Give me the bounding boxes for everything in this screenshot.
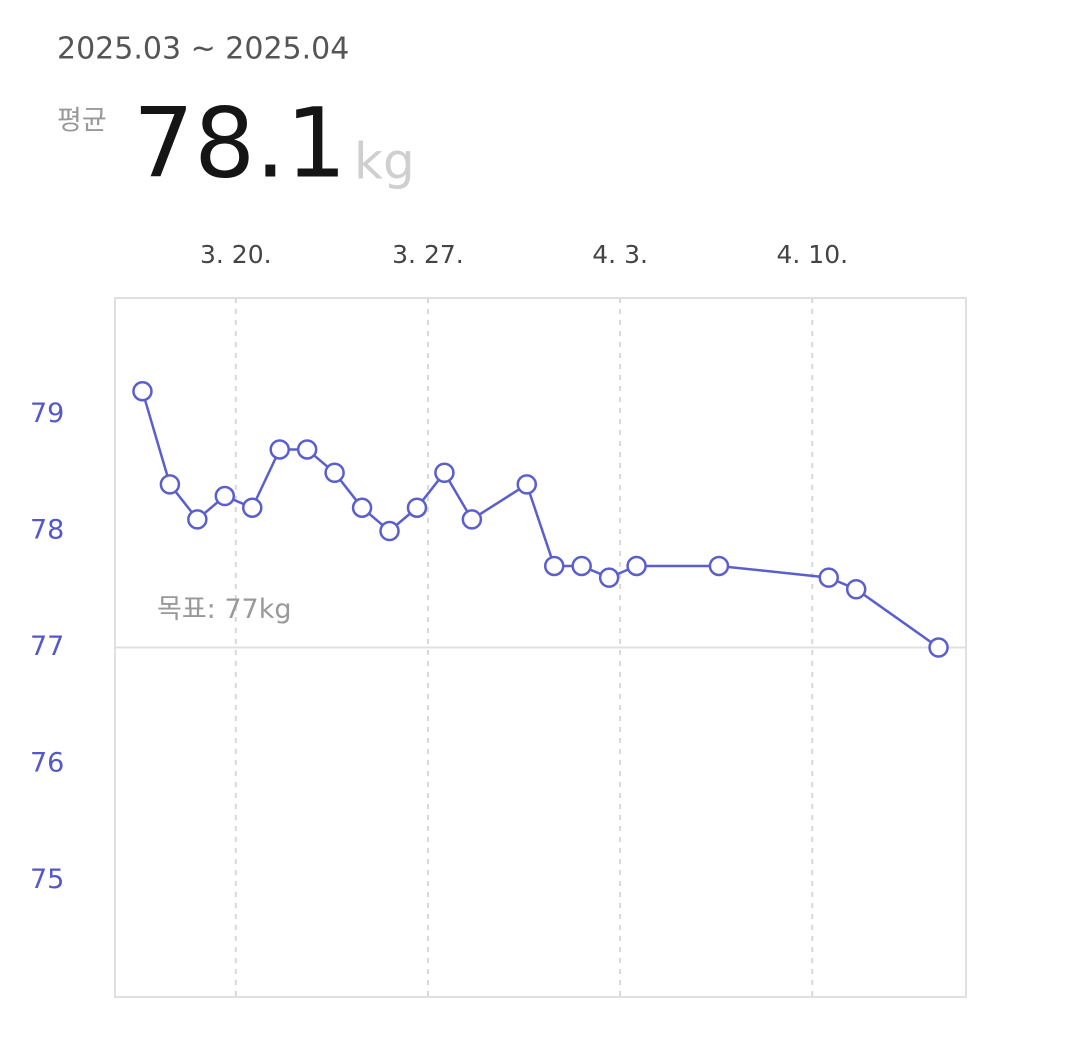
average-label: 평균 (57, 106, 107, 137)
data-point (928, 637, 949, 658)
y-tick-label: 78 (30, 515, 64, 546)
period: 2025.03 ~ 2025.04 (57, 32, 349, 67)
data-point (214, 485, 236, 507)
data-point (571, 555, 592, 577)
series-line (141, 390, 940, 649)
data-point (269, 439, 290, 460)
x-tick-label: 3. 27. (392, 240, 464, 269)
x-tick-label: 3. 20. (200, 240, 272, 269)
data-point (406, 497, 428, 518)
data-point (461, 509, 483, 530)
average-value: 78.1 (133, 87, 347, 199)
data-point (543, 555, 565, 577)
data-point (351, 497, 373, 518)
data-point (434, 462, 455, 483)
data-point (296, 439, 318, 460)
y-tick-label: 79 (30, 398, 64, 429)
data-point (845, 579, 867, 600)
y-tick-label: 75 (30, 864, 64, 895)
data-point (324, 462, 345, 483)
data-point (708, 555, 730, 577)
data-point (242, 497, 263, 518)
data-point (626, 555, 647, 577)
data-point (598, 567, 620, 588)
data-point (159, 474, 181, 495)
goal-label: 목표: 77kg (157, 594, 292, 625)
data-point (818, 567, 839, 588)
data-point (187, 509, 208, 530)
data-point (516, 474, 538, 495)
y-tick-label: 76 (30, 748, 64, 779)
y-tick-label: 77 (30, 631, 64, 662)
data-point (379, 520, 400, 542)
x-tick-label: 4. 3. (592, 240, 648, 269)
data-point (132, 380, 153, 402)
x-tick-label: 4. 10. (776, 240, 848, 269)
unit: kg (354, 133, 415, 191)
